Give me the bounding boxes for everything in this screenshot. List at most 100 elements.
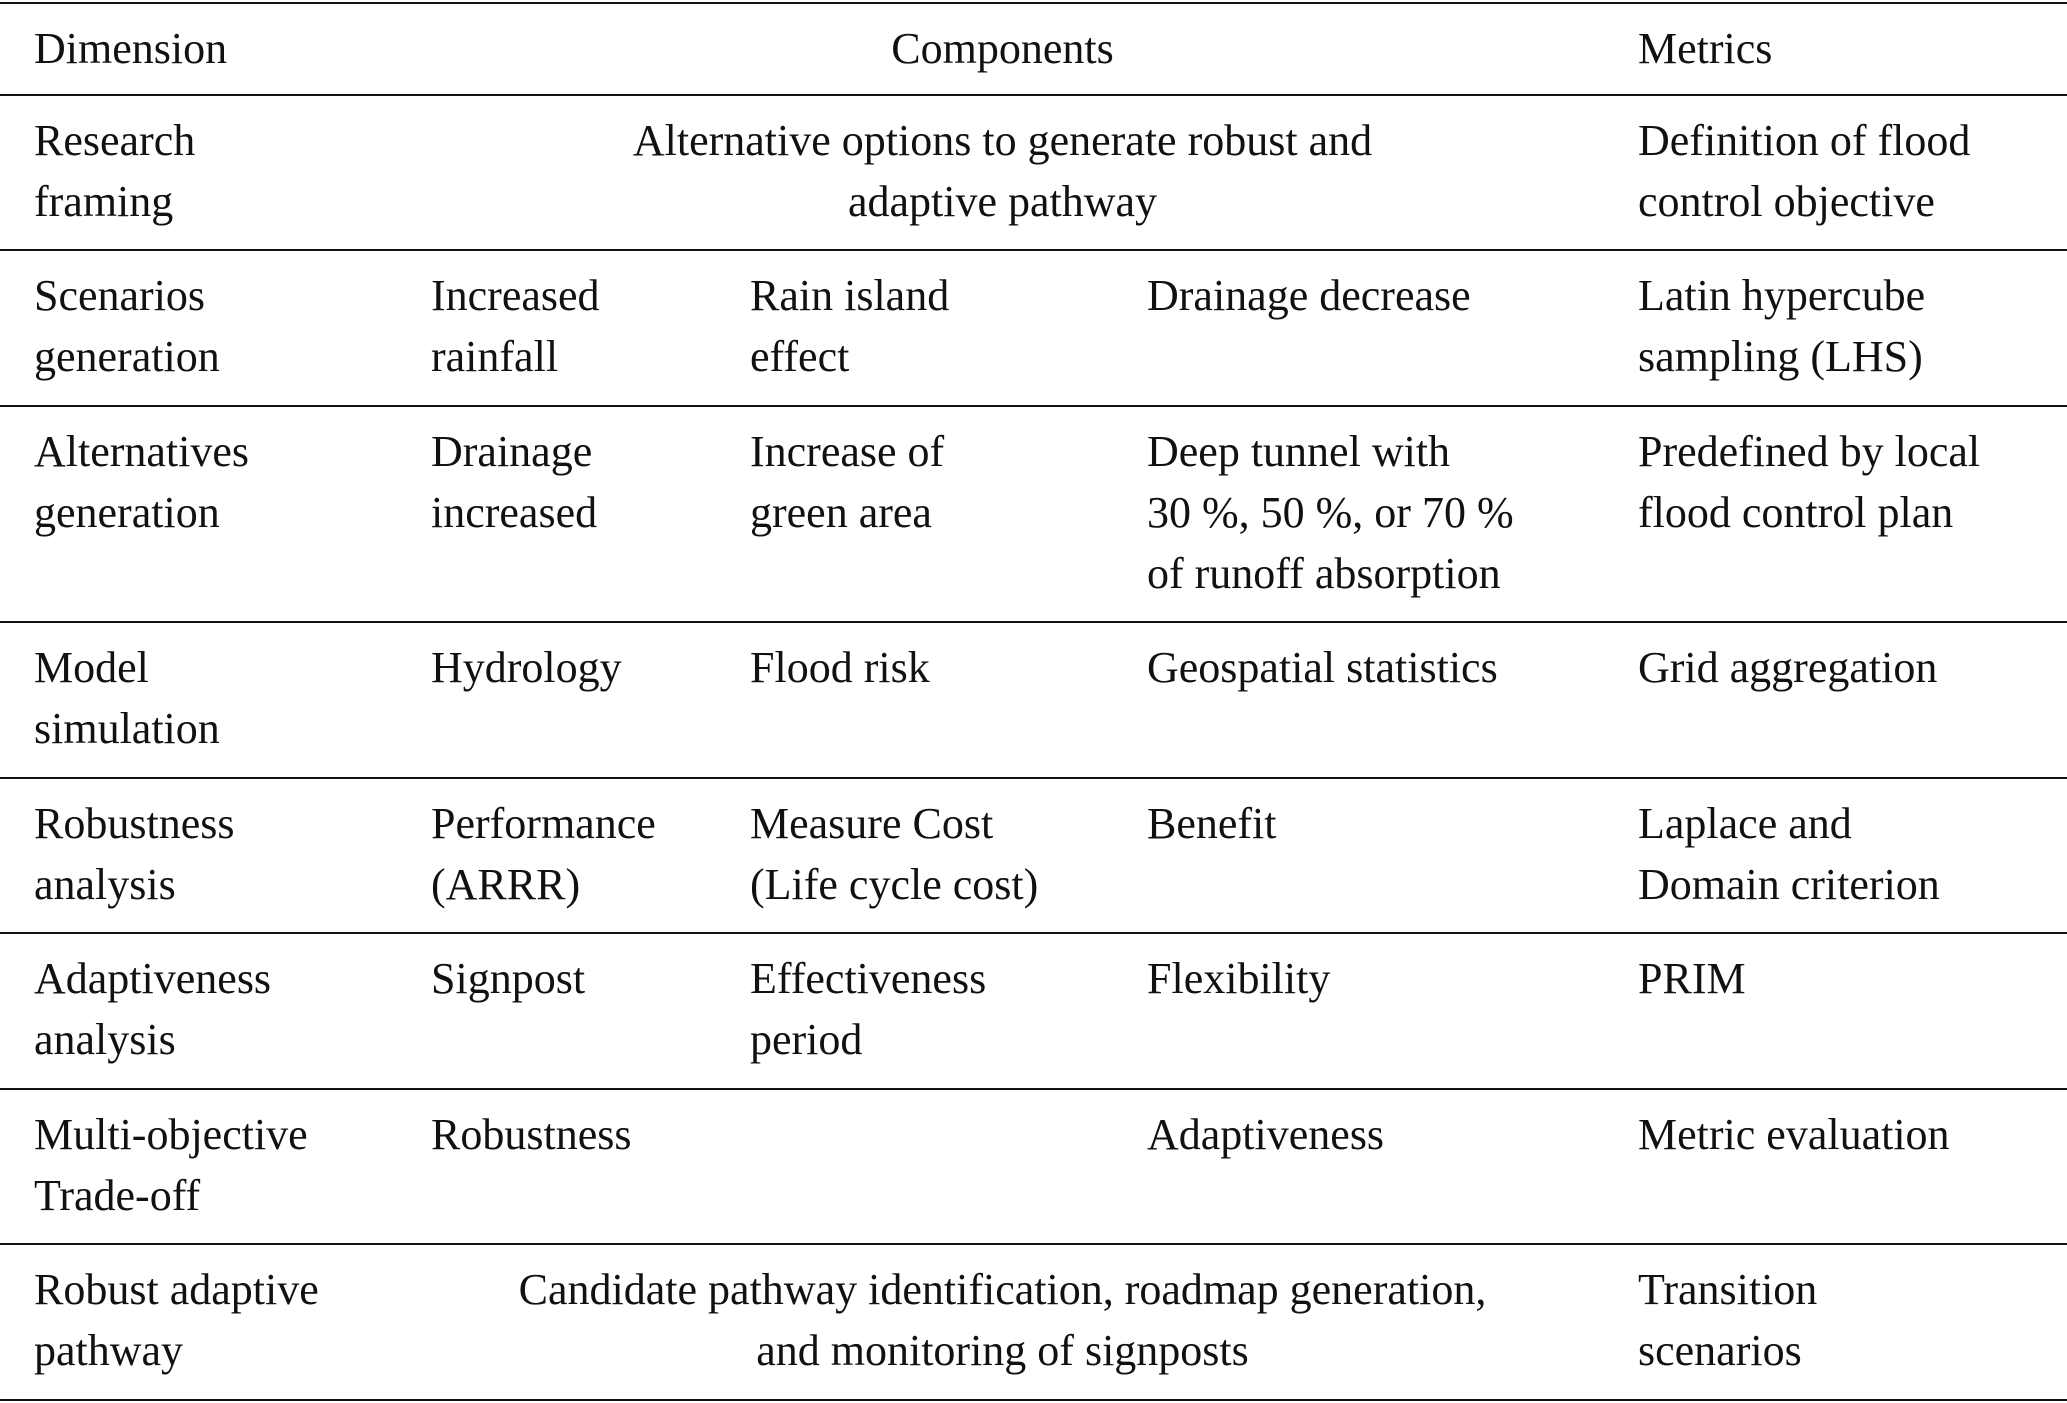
table-row: Model simulation Hydrology Flood risk Geospa…	[0, 622, 2067, 778]
dimension-cell: Research framing	[0, 95, 431, 250]
header-metrics: Metrics	[1638, 24, 1773, 73]
cell-line: flood control plan	[1638, 488, 1954, 537]
metrics-cell: Metric evaluation	[1638, 1089, 2067, 1244]
cell-line: simulation	[34, 704, 220, 753]
cell-line: green area	[750, 488, 932, 537]
table-row: Multi-objective Trade-off Robustness Adapti…	[0, 1089, 2067, 1244]
cell-line: Trade-off	[34, 1171, 201, 1220]
component-cell: Increase of green area	[750, 406, 1147, 622]
cell-line: Drainage decrease	[1147, 271, 1471, 320]
cell-line: Robustness	[431, 1110, 632, 1159]
dimension-cell: Model simulation	[0, 622, 431, 778]
cell-line: pathway	[34, 1326, 184, 1375]
cell-line: scenarios	[1638, 1326, 1802, 1375]
header-components: Components	[891, 24, 1114, 73]
component-cell: Drainage increased	[431, 406, 750, 622]
cell-line: generation	[34, 488, 220, 537]
metrics-cell: Latin hypercube sampling (LHS)	[1638, 250, 2067, 406]
cell-line: Domain criterion	[1638, 860, 1940, 909]
cell-line: Laplace and	[1638, 799, 1852, 848]
dimension-cell: Robustness analysis	[0, 778, 431, 933]
metrics-cell: Grid aggregation	[1638, 622, 2067, 778]
component-cell: Benefit	[1147, 778, 1638, 933]
cell-line: Measure Cost	[750, 799, 994, 848]
metrics-cell: Transition scenarios	[1638, 1244, 2067, 1400]
component-cell: Drainage decrease	[1147, 250, 1638, 406]
dimension-cell: Adaptiveness analysis	[0, 933, 431, 1089]
dimension-cell: Scenarios generation	[0, 250, 431, 406]
cell-line: period	[750, 1015, 863, 1064]
component-cell: Flood risk	[750, 622, 1147, 778]
cell-line: Scenarios	[34, 271, 206, 320]
cell-line: Hydrology	[431, 643, 622, 692]
cell-line: Grid aggregation	[1638, 643, 1938, 692]
component-cell: Flexibility	[1147, 933, 1638, 1089]
components-span-cell: Candidate pathway identification, roadma…	[431, 1244, 1638, 1400]
cell-line: Alternatives	[34, 427, 250, 476]
cell-line: sampling (LHS)	[1638, 332, 1923, 381]
component-cell: Geospatial statistics	[1147, 622, 1638, 778]
component-cell: Rain island effect	[750, 250, 1147, 406]
metrics-cell: Definition of flood control objective	[1638, 95, 2067, 250]
cell-line: Model	[34, 643, 149, 692]
cell-line: Transition	[1638, 1265, 1818, 1314]
cell-line: Performance	[431, 799, 656, 848]
component-cell: Increased rainfall	[431, 250, 750, 406]
cell-line: effect	[750, 332, 850, 381]
components-span-cell: Alternative options to generate robust a…	[431, 95, 1638, 250]
cell-line: analysis	[34, 1015, 176, 1064]
cell-line: Predefined by local	[1638, 427, 1981, 476]
cell-line: PRIM	[1638, 954, 1746, 1003]
cell-line: Adaptiveness	[1147, 1110, 1385, 1159]
cell-line: Flexibility	[1147, 954, 1331, 1003]
cell-line: Rain island	[750, 271, 950, 320]
cell-line: framing	[34, 177, 174, 226]
component-cell: Deep tunnel with 30 %, 50 %, or 70 % of ru…	[1147, 406, 1638, 622]
cell-line: Deep tunnel with	[1147, 427, 1451, 476]
cell-line: Research	[34, 116, 196, 165]
header-row: Dimension Components Metrics	[0, 3, 2067, 95]
cell-line: and monitoring of signposts	[756, 1326, 1249, 1375]
cell-line: Robustness	[34, 799, 235, 848]
cell-line: Drainage	[431, 427, 593, 476]
metrics-cell: Laplace and Domain criterion	[1638, 778, 2067, 933]
cell-line: Benefit	[1147, 799, 1277, 848]
cell-line: (Life cycle cost)	[750, 860, 1039, 909]
header-dimension: Dimension	[34, 24, 228, 73]
cell-line: Robust adaptive	[34, 1265, 319, 1314]
dimension-cell: Robust adaptive pathway	[0, 1244, 431, 1400]
cell-line: Flood risk	[750, 643, 930, 692]
dimension-cell: Alternatives generation	[0, 406, 431, 622]
cell-line: generation	[34, 332, 220, 381]
table-row: Robustness analysis Performance (ARRR) Measu…	[0, 778, 2067, 933]
table-row: Robust adaptive pathway Candidate pathway …	[0, 1244, 2067, 1400]
table-row: Research framing Alternative options to ge…	[0, 95, 2067, 250]
component-cell: Signpost	[431, 933, 750, 1089]
cell-line: Multi-objective	[34, 1110, 308, 1159]
table-row: Scenarios generation Increased rainfall Rain…	[0, 250, 2067, 406]
cell-line: Signpost	[431, 954, 586, 1003]
component-cell: Performance (ARRR)	[431, 778, 750, 933]
cell-line: Definition of flood	[1638, 116, 1971, 165]
cell-line: Increase of	[750, 427, 945, 476]
metrics-cell: PRIM	[1638, 933, 2067, 1089]
cell-line: rainfall	[431, 332, 559, 381]
cell-line: increased	[431, 488, 598, 537]
cell-line: Increased	[431, 271, 600, 320]
cell-line: adaptive pathway	[847, 177, 1158, 226]
component-cell: Adaptiveness	[1147, 1089, 1638, 1244]
cell-line: control objective	[1638, 177, 1935, 226]
component-cell	[750, 1089, 1147, 1244]
component-cell: Hydrology	[431, 622, 750, 778]
cell-line: Effectiveness	[750, 954, 987, 1003]
cell-line: Candidate pathway identification, roadma…	[518, 1265, 1487, 1314]
table-row: Alternatives generation Drainage increased I…	[0, 406, 2067, 622]
cell-line: Metric evaluation	[1638, 1110, 1950, 1159]
component-cell: Robustness	[431, 1089, 750, 1244]
table-row: Adaptiveness analysis Signpost Effectivenes…	[0, 933, 2067, 1089]
dimension-cell: Multi-objective Trade-off	[0, 1089, 431, 1244]
cell-line: Adaptiveness	[34, 954, 272, 1003]
cell-line: analysis	[34, 860, 176, 909]
component-cell: Measure Cost (Life cycle cost)	[750, 778, 1147, 933]
